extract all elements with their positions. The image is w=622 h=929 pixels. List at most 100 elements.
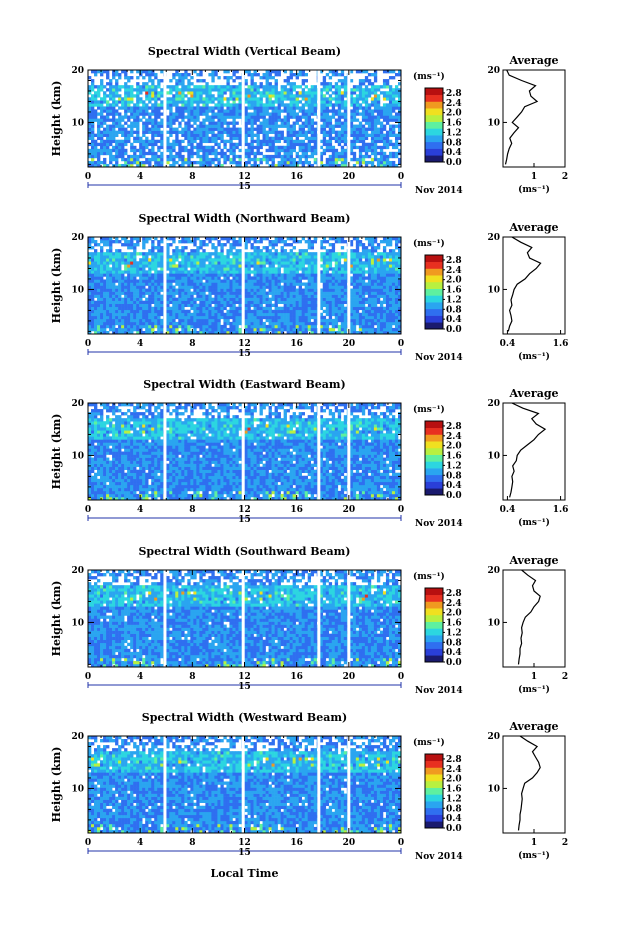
heatmap-cell <box>178 249 182 253</box>
heatmap-cell <box>268 267 272 271</box>
heatmap-cell <box>103 85 107 89</box>
heatmap-cell <box>334 291 339 295</box>
heatmap-cell <box>229 246 233 250</box>
heatmap-cell <box>325 148 330 153</box>
heatmap-cell <box>265 85 269 89</box>
heatmap-cell <box>124 240 128 244</box>
heatmap-cell <box>292 237 296 241</box>
heatmap-cell <box>157 279 161 283</box>
heatmap-cell <box>121 133 125 137</box>
heatmap-cell <box>223 321 227 326</box>
heatmap-cell <box>271 243 275 247</box>
heatmap-cell <box>313 103 318 107</box>
heatmap-cell <box>229 112 233 116</box>
heatmap-cell <box>247 303 251 308</box>
heatmap-cell <box>289 324 293 329</box>
heatmap-cell <box>184 279 188 283</box>
heatmap-cell <box>121 103 125 107</box>
heatmap-cell <box>106 279 110 283</box>
heatmap-cell <box>172 312 176 317</box>
heatmap-cell <box>340 157 345 162</box>
heatmap-cell <box>160 255 164 259</box>
heatmap-cell <box>205 330 209 335</box>
heatmap-cell <box>205 82 209 86</box>
heatmap-cell <box>325 97 330 101</box>
heatmap-cell <box>160 237 164 241</box>
heatmap-cell <box>97 312 101 317</box>
heatmap-cell <box>169 127 173 131</box>
heatmap-cell <box>106 321 110 326</box>
heatmap-cell <box>151 288 155 292</box>
heatmap-cell <box>334 163 339 168</box>
heatmap-cell <box>199 315 203 320</box>
heatmap-cell <box>91 70 95 74</box>
heatmap-cell <box>334 97 339 101</box>
heatmap-cell <box>343 160 348 165</box>
heatmap-cell <box>202 276 206 280</box>
heatmap-cell <box>259 97 263 101</box>
heatmap-cell <box>139 109 143 113</box>
heatmap-cell <box>247 279 251 283</box>
heatmap-cell <box>175 88 179 92</box>
heatmap-cell <box>292 294 296 298</box>
heatmap-cell <box>187 264 191 268</box>
heatmap-cell <box>349 139 354 144</box>
heatmap-cell <box>169 264 173 268</box>
heatmap-cell <box>295 267 299 271</box>
heatmap-cell <box>211 97 215 101</box>
heatmap-cell <box>172 252 176 256</box>
heatmap-cell <box>148 157 152 162</box>
heatmap-cell <box>391 130 396 134</box>
heatmap-cell <box>226 237 230 241</box>
heatmap-cell <box>256 312 260 317</box>
heatmap-cell <box>97 294 101 298</box>
heatmap-cell <box>223 318 227 323</box>
heatmap-cell <box>172 142 176 147</box>
heatmap-cell <box>262 285 266 289</box>
heatmap-cell <box>226 82 230 86</box>
heatmap-cell <box>283 148 287 153</box>
heatmap-cell <box>214 312 218 317</box>
heatmap-cell <box>148 127 152 131</box>
heatmap-cell <box>151 252 155 256</box>
heatmap-cell <box>292 73 296 77</box>
heatmap-cell <box>91 276 95 280</box>
heatmap-cell <box>202 139 206 144</box>
heatmap-cell <box>142 282 146 286</box>
heatmap-cell <box>373 103 378 107</box>
heatmap-cell <box>100 115 104 119</box>
heatmap-cell <box>151 73 155 77</box>
heatmap-cell <box>103 270 107 274</box>
heatmap-cell <box>148 285 152 289</box>
heatmap-cell <box>235 288 239 292</box>
heatmap-cell <box>220 151 224 156</box>
heatmap-cell <box>271 115 275 119</box>
heatmap-cell <box>166 261 170 265</box>
heatmap-cell <box>277 279 281 283</box>
heatmap-cell <box>115 82 119 86</box>
heatmap-cell <box>127 157 131 162</box>
heatmap-cell <box>151 85 155 89</box>
heatmap-cell <box>133 276 137 280</box>
heatmap-cell <box>337 130 342 134</box>
heatmap-cell <box>226 303 230 308</box>
heatmap-cell <box>274 79 278 83</box>
heatmap-cell <box>283 273 287 277</box>
heatmap-cell <box>382 91 387 95</box>
heatmap-cell <box>295 163 299 168</box>
heatmap-cell <box>328 88 333 92</box>
heatmap-cell <box>166 237 170 241</box>
heatmap-cell <box>295 142 299 147</box>
heatmap-cell <box>271 130 275 134</box>
heatmap-cell <box>169 118 173 122</box>
colorbar-swatch <box>425 155 443 163</box>
heatmap-cell <box>277 118 281 122</box>
heatmap-cell <box>277 139 281 144</box>
heatmap-cell <box>169 106 173 110</box>
heatmap-cell <box>172 255 176 259</box>
heatmap-cell <box>160 306 164 311</box>
heatmap-cell <box>217 106 221 110</box>
heatmap-cell <box>88 321 92 326</box>
heatmap-cell <box>331 237 336 241</box>
heatmap-cell <box>217 133 221 137</box>
